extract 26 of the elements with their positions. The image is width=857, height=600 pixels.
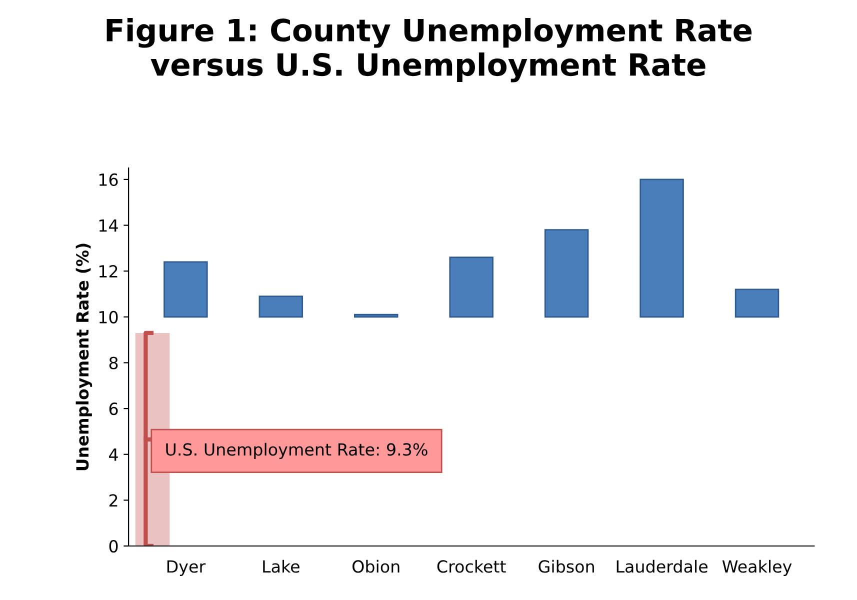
x-tick-label: Obion: [352, 560, 400, 573]
x-tick-label: Lake: [263, 560, 300, 573]
bar: [544, 229, 589, 318]
y-axis-title: Unemployment Rate (%): [76, 244, 92, 470]
x-tick-label: Crockett: [437, 560, 506, 573]
bar: [258, 296, 304, 318]
bar: [354, 314, 398, 318]
band-label: U.S. Unemployment Rate: 9.3%: [166, 442, 428, 459]
y-tick-label: 4: [109, 448, 118, 461]
y-tick-label: 14: [99, 219, 118, 232]
y-tick-label: 6: [109, 402, 118, 416]
bar: [640, 178, 684, 318]
y-tick-label: 2: [109, 494, 118, 507]
y-tick-label: 16: [99, 173, 118, 186]
y-tick-label: 8: [109, 356, 118, 370]
bar: [164, 261, 208, 318]
x-tick-label: Weakley: [722, 560, 792, 576]
x-tick-label: Gibson: [538, 560, 594, 573]
bar: [449, 256, 494, 318]
x-tick-label: Lauderdale: [616, 560, 708, 573]
chart-title: Figure 1: County Unemployment Rate versus U.S. Unemployment Rate: [106, 18, 752, 82]
x-tick-label: Dyer: [167, 560, 206, 576]
y-tick-label: 0: [109, 540, 118, 553]
y-tick-label: 10: [99, 310, 118, 324]
y-tick-label: 12: [99, 265, 118, 278]
bar: [734, 288, 780, 318]
